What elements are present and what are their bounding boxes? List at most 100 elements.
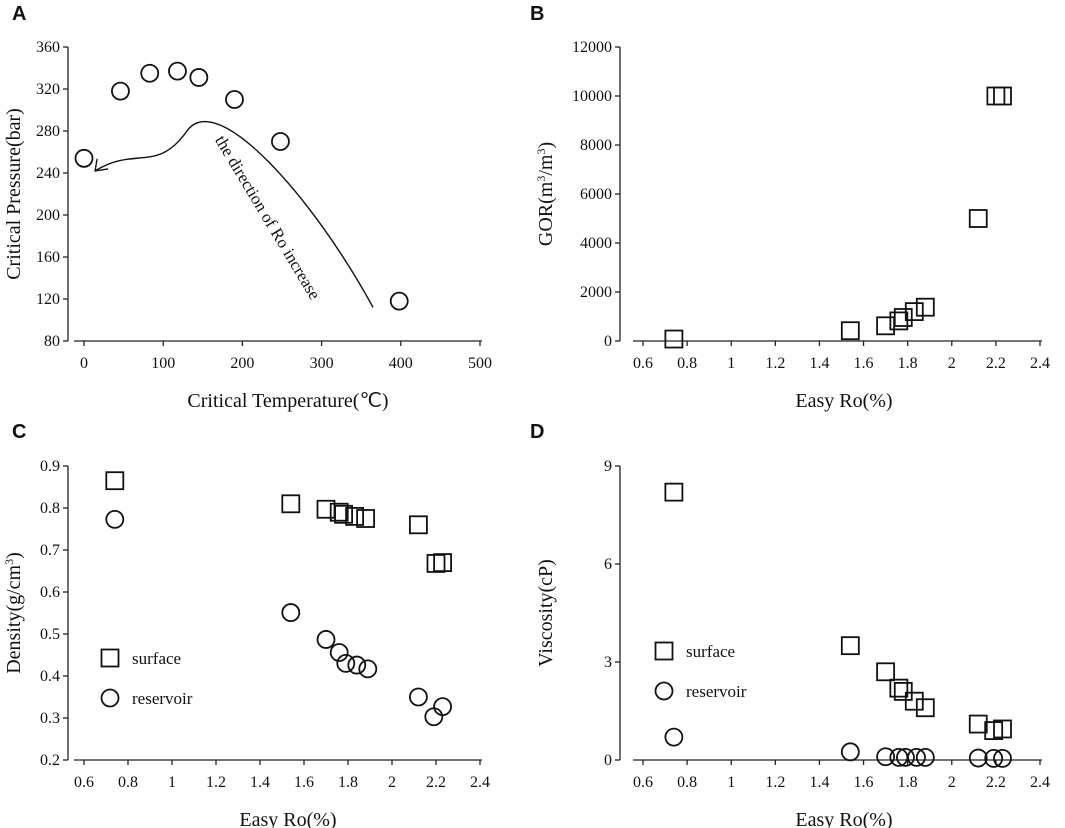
y-tick-label: 0.5: [40, 626, 60, 643]
data-point-square: [105, 471, 125, 491]
data-point-circle: [358, 659, 378, 679]
data-point-square: [968, 209, 988, 228]
data-point-circle: [316, 630, 336, 649]
y-tick-label: 9: [604, 458, 612, 475]
panel-d-chart: 0 3 6 9 0.6 0.8 1 1.2 1.4 1.6 1.8 2 2.2 2.4 Easy Ro(%)…: [535, 458, 1050, 828]
y-tick-label: 80: [44, 333, 60, 350]
data-point-circle: [189, 68, 209, 87]
data-point-square: [345, 506, 365, 526]
legend-label-reservoir: reservoir: [686, 682, 747, 701]
data-point-circle: [433, 697, 453, 717]
y-axis-title-part: Density(g/cm: [3, 564, 25, 673]
y-tick-label: 6000: [580, 186, 612, 203]
y-tick-label: 12000: [572, 39, 612, 56]
data-point-circle: [329, 643, 349, 662]
data-point-square: [876, 316, 896, 336]
data-point-circle: [225, 90, 244, 109]
y-tick-label: 0.3: [40, 710, 60, 727]
data-point-square: [334, 504, 354, 524]
data-point-circle: [876, 747, 896, 767]
y-axis-title-part: ): [535, 142, 557, 149]
data-point-square: [408, 515, 428, 535]
legend-circle-icon: [654, 681, 674, 701]
data-point-circle: [424, 707, 444, 727]
legend-label-surface: surface: [132, 649, 181, 668]
y-axis-title-part: /m: [535, 154, 557, 176]
y-tick-label: 10000: [572, 88, 612, 105]
data-point-square: [893, 308, 913, 327]
y-axis-title: GOR(m3/m3): [534, 142, 557, 246]
data-point-circle: [140, 63, 160, 83]
x-tick-label: 1.6: [294, 774, 314, 791]
legend-label-surface: surface: [686, 642, 735, 661]
x-tick-label: 0.6: [633, 774, 653, 791]
data-point-circle: [968, 748, 988, 768]
x-tick-label: 0.8: [677, 355, 697, 372]
legend-label-reservoir: reservoir: [132, 689, 193, 708]
x-tick-label: 300: [310, 355, 334, 372]
y-tick-label: 8000: [580, 137, 612, 154]
x-tick-label: 2: [948, 774, 956, 791]
x-axis-title: Critical Temperature(℃): [187, 390, 388, 412]
data-point-circle: [168, 61, 187, 81]
y-tick-label: 0.6: [40, 584, 60, 601]
x-tick-label: 2.2: [426, 774, 446, 791]
data-point-square: [876, 662, 896, 682]
data-point-circle: [389, 291, 409, 311]
data-point-square: [904, 302, 924, 322]
x-tick-label: 2.2: [986, 774, 1006, 791]
data-point-square: [281, 494, 301, 514]
data-point-circle: [993, 748, 1012, 768]
y-tick-label: 240: [36, 165, 60, 182]
data-point-square: [915, 698, 935, 718]
data-point-square: [664, 329, 684, 349]
y-axis-title-part: ): [3, 552, 25, 559]
annotation-arrowhead: [94, 158, 109, 172]
panel-b-chart: 0 2000 4000 6000 8000 10000 12000 0.6 0.8 1 1.2 1.4…: [534, 39, 1050, 412]
data-point-circle: [271, 132, 290, 151]
y-tick-label: 0.9: [40, 458, 60, 475]
data-point-square: [840, 636, 860, 656]
data-point-square: [904, 691, 924, 711]
y-axis-title-part: GOR(m: [535, 181, 557, 246]
data-point-square: [986, 86, 1006, 106]
y-axis-title: Viscosity(cP): [535, 559, 557, 667]
y-tick-label: 6: [604, 556, 612, 573]
x-tick-label: 0.6: [633, 355, 653, 372]
annotation-curve: [94, 120, 374, 308]
x-tick-label: 1.2: [765, 774, 785, 791]
y-axis-title-part: 3: [534, 176, 548, 182]
y-tick-label: 360: [36, 39, 60, 56]
x-axis-title: Easy Ro(%): [239, 809, 336, 828]
data-point-square: [893, 682, 913, 701]
x-tick-label: 2: [388, 774, 396, 791]
annotation-text: the direction of Ro increase: [211, 132, 324, 303]
data-point-square: [915, 297, 935, 317]
data-point-square: [993, 719, 1012, 739]
y-tick-label: 200: [36, 207, 60, 224]
y-tick-label: 120: [36, 291, 60, 308]
y-tick-label: 3: [604, 654, 612, 671]
legend-circle-icon: [100, 688, 120, 708]
data-point-circle: [281, 603, 301, 622]
y-tick-label: 0: [604, 752, 612, 769]
legend-square-icon: [100, 648, 120, 668]
data-point-square: [993, 86, 1012, 106]
x-tick-label: 1: [168, 774, 176, 791]
data-point-circle: [664, 727, 684, 747]
panel-label-b: B: [530, 3, 544, 25]
x-tick-label: 2.4: [470, 774, 490, 791]
y-axis-title: Critical Pressure(bar): [3, 108, 25, 280]
data-point-circle: [408, 687, 428, 707]
data-point-square: [968, 714, 988, 734]
y-axis-title-part: 3: [534, 149, 548, 155]
data-point-circle: [984, 748, 1004, 768]
x-tick-label: 500: [468, 355, 492, 372]
x-tick-label: 0.6: [74, 774, 94, 791]
x-tick-label: 1.4: [809, 774, 829, 791]
panel-c-chart: 0.2 0.3 0.4 0.5 0.6 0.7 0.8 0.9 0.6 0.8 1 1.2 1.4 1.6…: [2, 458, 490, 828]
data-point-square: [433, 553, 453, 572]
data-point-circle: [105, 509, 125, 529]
y-axis-title-part: 3: [2, 559, 16, 565]
